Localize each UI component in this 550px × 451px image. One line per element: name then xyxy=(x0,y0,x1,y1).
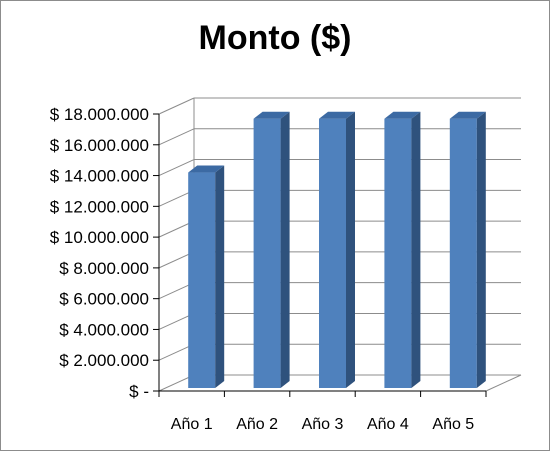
y-tick-label: $ - xyxy=(129,382,149,401)
x-tick-label: Año 5 xyxy=(432,416,474,433)
x-tick-label: Año 4 xyxy=(367,416,409,433)
gridline-side xyxy=(158,343,195,361)
gridline-side xyxy=(158,312,195,330)
gridline-side xyxy=(158,159,195,177)
bar-top xyxy=(384,111,421,119)
y-tick-label: $ 18.000.000 xyxy=(50,105,149,124)
y-tick-label: $ 16.000.000 xyxy=(50,136,149,155)
gridline-side xyxy=(158,251,195,269)
gridline-side xyxy=(158,189,195,207)
bar-top xyxy=(188,165,225,173)
y-tick-label: $ 14.000.000 xyxy=(50,167,149,186)
bar-top xyxy=(253,111,290,119)
bar-side xyxy=(215,165,225,388)
y-tick-label: $ 8.000.000 xyxy=(59,259,149,278)
x-tick-label: Año 3 xyxy=(302,416,344,433)
bar-top xyxy=(319,111,355,119)
bar xyxy=(449,118,477,388)
y-tick-label: $ 6.000.000 xyxy=(59,290,149,309)
bar-side xyxy=(476,111,486,388)
bar-side xyxy=(280,111,290,388)
bar xyxy=(188,172,216,388)
floor-right-edge xyxy=(485,374,522,392)
gridline-side xyxy=(158,128,195,146)
floor-left-edge xyxy=(158,374,195,392)
gridline-side xyxy=(158,220,195,238)
x-tick-label: Año 1 xyxy=(171,416,213,433)
gridline-side xyxy=(158,97,195,115)
chart-title: Monto ($) xyxy=(198,19,352,57)
y-tick-label: $ 10.000.000 xyxy=(50,228,149,247)
x-tick-label: Año 2 xyxy=(236,416,278,433)
bar-side xyxy=(411,111,421,388)
y-tick-label: $ 12.000.000 xyxy=(50,197,149,216)
bar-top xyxy=(449,111,486,119)
y-tick-label: $ 4.000.000 xyxy=(59,320,149,339)
y-tick-label: $ 2.000.000 xyxy=(59,351,149,370)
gridline-side xyxy=(158,282,195,300)
bar xyxy=(384,118,412,388)
bar-side xyxy=(346,111,355,388)
bar xyxy=(319,118,346,388)
bar xyxy=(253,118,281,388)
